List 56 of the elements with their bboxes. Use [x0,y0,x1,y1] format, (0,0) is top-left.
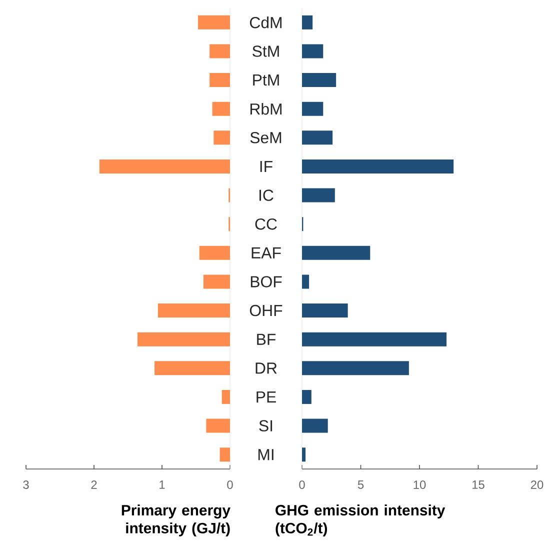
bar [302,188,335,202]
y-tick-label: IF [260,160,272,172]
y-tick-label: SeM [250,132,282,144]
bar [210,44,230,58]
y-tick-label: BF [257,334,276,345]
bar [302,15,313,30]
y-tick-label: IC [260,190,274,201]
bar [302,73,336,88]
bar [302,332,447,346]
bar [302,448,306,462]
bar [198,15,230,30]
x-axis-title: GHG emission intensity (tCO$_{2}$/t) [276,504,446,536]
y-tick-label: StM [252,46,279,57]
bar [302,130,333,145]
x-tick-label: 15 [472,480,484,489]
x-axis-title: Primary energy intensity (GJ/t) [122,504,230,536]
x-tick-label: 0 [227,480,233,489]
bar [199,246,230,260]
bar [302,159,454,174]
x-tick-label: 20 [530,480,544,489]
bar [302,102,324,116]
y-tick-label: PE [256,391,276,402]
bar [302,274,310,289]
x-tick-label: 2 [91,480,97,489]
x-tick-label: 0 [299,480,305,489]
y-tick-label: OHF [250,304,282,316]
y-tick-label: CdM [250,16,282,28]
x-tick-label: 5 [358,480,364,489]
bar [154,361,230,376]
x-tick-label: 3 [23,480,29,489]
bar [206,418,230,433]
bar [220,448,230,462]
bar [203,274,230,289]
bar [138,332,230,346]
bar [302,246,370,260]
y-tick-label: EAF [252,247,281,258]
y-tick-label: PtM [253,74,279,86]
bar [158,304,230,318]
bar [302,361,409,376]
bar [302,418,328,433]
x-tick-label: 1 [160,480,165,489]
y-tick-label: DR [256,362,277,374]
bar [212,102,230,116]
bar [214,130,230,145]
y-tick-label: SI [259,420,272,432]
bar [302,304,348,318]
x-tick-label: 10 [414,480,426,489]
y-tick-label: CC [255,218,277,230]
y-tick-label: RbM [250,102,282,115]
y-tick-label: BOF [250,276,282,288]
bar [210,73,230,88]
bar [222,390,230,404]
y-tick-label: MI [258,449,274,460]
bar [99,159,230,174]
bar [302,390,312,404]
bar [302,44,324,58]
